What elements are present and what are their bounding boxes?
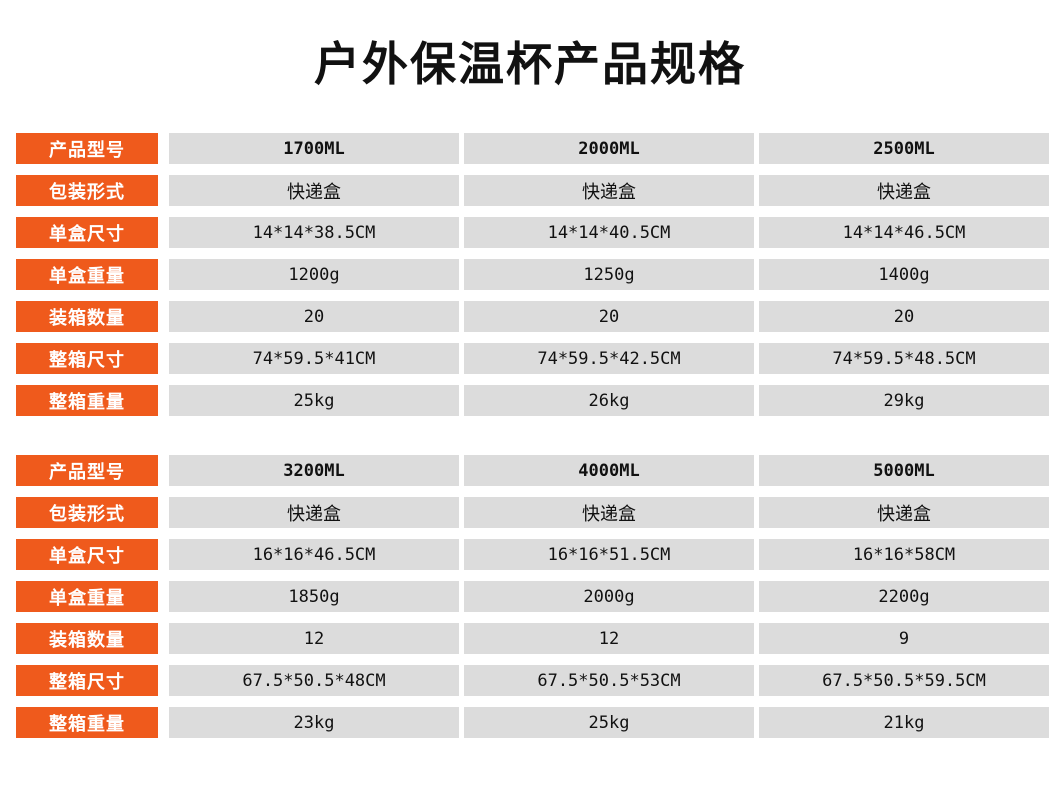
table-row: 整箱重量 25kg 26kg 29kg xyxy=(16,385,1056,416)
row-label: 整箱尺寸 xyxy=(16,665,158,696)
table-cell: 74*59.5*42.5CM xyxy=(464,343,754,374)
page-title: 户外保温杯产品规格 xyxy=(314,37,746,91)
row-label: 单盒重量 xyxy=(16,581,158,612)
table-cell: 25kg xyxy=(169,385,459,416)
table-cell: 74*59.5*48.5CM xyxy=(759,343,1049,374)
table-cell: 快递盒 xyxy=(759,497,1049,528)
spec-table-1: 产品型号 1700ML 2000ML 2500ML 包装形式 快递盒 快递盒 快… xyxy=(16,133,1056,427)
table-row: 整箱尺寸 74*59.5*41CM 74*59.5*42.5CM 74*59.5… xyxy=(16,343,1056,374)
table-row: 单盒尺寸 16*16*46.5CM 16*16*51.5CM 16*16*58C… xyxy=(16,539,1056,570)
table-cell: 1700ML xyxy=(169,133,459,164)
table-row: 包装形式 快递盒 快递盒 快递盒 xyxy=(16,175,1056,206)
row-label: 单盒重量 xyxy=(16,259,158,290)
table-cell: 23kg xyxy=(169,707,459,738)
table-cell: 1400g xyxy=(759,259,1049,290)
table-cell: 2000g xyxy=(464,581,754,612)
table-cell: 20 xyxy=(759,301,1049,332)
table-cell: 14*14*40.5CM xyxy=(464,217,754,248)
table-cell: 67.5*50.5*59.5CM xyxy=(759,665,1049,696)
table-cell: 25kg xyxy=(464,707,754,738)
row-label: 装箱数量 xyxy=(16,301,158,332)
table-cell: 67.5*50.5*53CM xyxy=(464,665,754,696)
table-cell: 3200ML xyxy=(169,455,459,486)
table-cell: 20 xyxy=(464,301,754,332)
row-label: 装箱数量 xyxy=(16,623,158,654)
row-label: 整箱重量 xyxy=(16,707,158,738)
table-cell: 26kg xyxy=(464,385,754,416)
table-row: 装箱数量 12 12 9 xyxy=(16,623,1056,654)
table-cell: 2000ML xyxy=(464,133,754,164)
table-cell: 快递盒 xyxy=(169,497,459,528)
table-cell: 12 xyxy=(169,623,459,654)
row-label: 包装形式 xyxy=(16,175,158,206)
row-label: 单盒尺寸 xyxy=(16,539,158,570)
row-label: 包装形式 xyxy=(16,497,158,528)
table-cell: 快递盒 xyxy=(169,175,459,206)
table-row: 装箱数量 20 20 20 xyxy=(16,301,1056,332)
table-cell: 4000ML xyxy=(464,455,754,486)
table-cell: 21kg xyxy=(759,707,1049,738)
table-cell: 20 xyxy=(169,301,459,332)
table-cell: 14*14*38.5CM xyxy=(169,217,459,248)
table-cell: 14*14*46.5CM xyxy=(759,217,1049,248)
table-cell: 2200g xyxy=(759,581,1049,612)
row-label: 产品型号 xyxy=(16,133,158,164)
table-cell: 29kg xyxy=(759,385,1049,416)
row-label: 单盒尺寸 xyxy=(16,217,158,248)
table-row: 产品型号 3200ML 4000ML 5000ML xyxy=(16,455,1056,486)
table-row: 整箱尺寸 67.5*50.5*48CM 67.5*50.5*53CM 67.5*… xyxy=(16,665,1056,696)
table-cell: 2500ML xyxy=(759,133,1049,164)
row-label: 整箱重量 xyxy=(16,385,158,416)
table-cell: 16*16*58CM xyxy=(759,539,1049,570)
table-cell: 74*59.5*41CM xyxy=(169,343,459,374)
table-cell: 16*16*51.5CM xyxy=(464,539,754,570)
spec-table-2: 产品型号 3200ML 4000ML 5000ML 包装形式 快递盒 快递盒 快… xyxy=(16,455,1056,749)
table-row: 整箱重量 23kg 25kg 21kg xyxy=(16,707,1056,738)
table-cell: 12 xyxy=(464,623,754,654)
table-cell: 9 xyxy=(759,623,1049,654)
row-label: 整箱尺寸 xyxy=(16,343,158,374)
table-row: 单盒尺寸 14*14*38.5CM 14*14*40.5CM 14*14*46.… xyxy=(16,217,1056,248)
table-cell: 1200g xyxy=(169,259,459,290)
table-row: 包装形式 快递盒 快递盒 快递盒 xyxy=(16,497,1056,528)
table-cell: 1250g xyxy=(464,259,754,290)
table-cell: 快递盒 xyxy=(464,175,754,206)
table-cell: 快递盒 xyxy=(759,175,1049,206)
row-label: 产品型号 xyxy=(16,455,158,486)
table-row: 单盒重量 1200g 1250g 1400g xyxy=(16,259,1056,290)
table-cell: 快递盒 xyxy=(464,497,754,528)
table-cell: 1850g xyxy=(169,581,459,612)
table-cell: 5000ML xyxy=(759,455,1049,486)
table-row: 单盒重量 1850g 2000g 2200g xyxy=(16,581,1056,612)
table-cell: 16*16*46.5CM xyxy=(169,539,459,570)
table-cell: 67.5*50.5*48CM xyxy=(169,665,459,696)
table-row: 产品型号 1700ML 2000ML 2500ML xyxy=(16,133,1056,164)
